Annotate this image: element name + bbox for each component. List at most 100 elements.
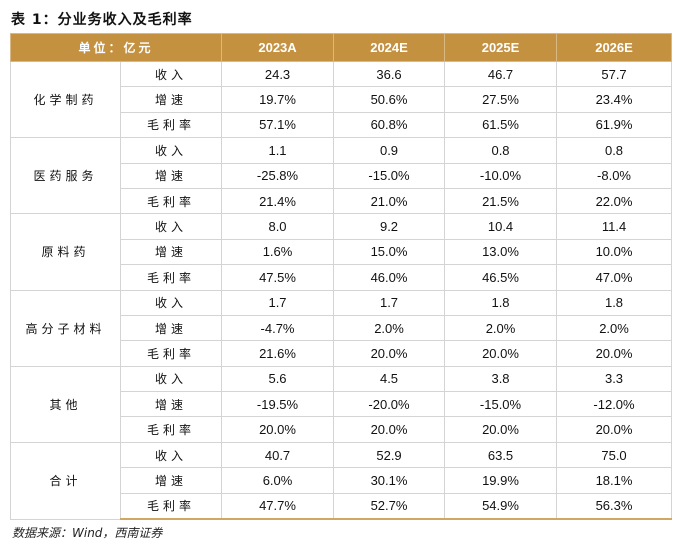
- table-row: 高分子材料 收入 1.7 1.7 1.8 1.8: [10, 289, 673, 367]
- table-row: 增速 -25.8% -15.0% -10.0% -8.0%: [11, 162, 673, 189]
- value-cell: 57.1%: [221, 111, 335, 139]
- table-row: 其他 收入 5.6 4.5 3.8 3.3: [10, 365, 673, 443]
- year-header: 2026E: [556, 33, 673, 62]
- value-cell: 54.9%: [444, 492, 558, 521]
- metric-label: 毛利率: [119, 492, 223, 521]
- table-row: 毛利率 47.5% 46.0% 46.5% 47.0%: [11, 264, 673, 291]
- value-cell: 20.0%: [221, 416, 335, 443]
- revenue-margin-table: 单位：亿元 2023A 2024E 2025E 2026E 化学制药 收入 24.3…: [9, 33, 673, 521]
- value-cell: 21.6%: [221, 340, 335, 367]
- table-row: 化学制药 收入 24.3 36.6 46.7 57.7: [10, 60, 673, 139]
- value-cell: -15.0%: [333, 162, 446, 189]
- value-cell: 20.0%: [333, 340, 446, 367]
- value-cell: 18.1%: [556, 467, 673, 494]
- value-cell: 61.9%: [556, 111, 673, 139]
- value-cell: -19.5%: [221, 391, 335, 418]
- value-cell: 46.5%: [444, 264, 558, 291]
- value-cell: 24.3: [221, 60, 335, 88]
- value-cell: 75.0: [556, 441, 673, 469]
- metric-label: 收入: [119, 289, 223, 316]
- metric-label: 收入: [119, 365, 223, 393]
- metric-label: 收入: [119, 213, 223, 240]
- value-cell: 8.0: [221, 213, 335, 240]
- value-cell: 63.5: [444, 441, 558, 469]
- value-cell: 52.7%: [333, 492, 446, 521]
- value-cell: 0.9: [333, 137, 446, 164]
- value-cell: 3.8: [444, 365, 558, 393]
- value-cell: 46.0%: [333, 264, 446, 291]
- value-cell: 47.5%: [221, 264, 335, 291]
- value-cell: 15.0%: [333, 238, 446, 266]
- segment-name: 原料药: [10, 213, 121, 291]
- metric-label: 毛利率: [119, 264, 223, 291]
- value-cell: 9.2: [333, 213, 446, 240]
- value-cell: 4.5: [333, 365, 446, 393]
- value-cell: 23.4%: [556, 86, 673, 113]
- table-row: 毛利率 47.7% 52.7% 54.9% 56.3%: [11, 492, 673, 521]
- value-cell: 1.8: [556, 289, 673, 316]
- segment-name: 合计: [10, 441, 121, 520]
- value-cell: -15.0%: [444, 391, 558, 418]
- table-row: 毛利率 21.4% 21.0% 21.5% 22.0%: [11, 187, 673, 215]
- table-row: 增速 1.6% 15.0% 13.0% 10.0%: [11, 238, 673, 266]
- segment-name: 化学制药: [10, 60, 121, 139]
- table-row: 毛利率 20.0% 20.0% 20.0% 20.0%: [11, 416, 673, 443]
- metric-label: 增速: [119, 86, 223, 113]
- value-cell: 2.0%: [444, 314, 558, 342]
- value-cell: 27.5%: [444, 86, 558, 113]
- metric-label: 收入: [119, 137, 223, 164]
- metric-label: 毛利率: [119, 340, 223, 367]
- value-cell: 47.0%: [556, 264, 673, 291]
- value-cell: 52.9: [333, 441, 446, 469]
- value-cell: 0.8: [556, 137, 673, 164]
- table-row: 毛利率 57.1% 60.8% 61.5% 61.9%: [11, 111, 673, 139]
- metric-label: 收入: [119, 441, 223, 469]
- value-cell: 1.1: [221, 137, 335, 164]
- value-cell: 3.3: [556, 365, 673, 393]
- table-row: 增速 19.7% 50.6% 27.5% 23.4%: [11, 86, 673, 113]
- metric-label: 毛利率: [119, 111, 223, 139]
- metric-label: 毛利率: [119, 416, 223, 443]
- value-cell: 30.1%: [333, 467, 446, 494]
- value-cell: -25.8%: [221, 162, 335, 189]
- value-cell: 61.5%: [444, 111, 558, 139]
- value-cell: 10.0%: [556, 238, 673, 266]
- value-cell: 19.7%: [221, 86, 335, 113]
- value-cell: 57.7: [556, 60, 673, 88]
- table-row: 医药服务 收入 1.1 0.9 0.8 0.8: [10, 137, 673, 215]
- metric-label: 收入: [119, 60, 223, 88]
- value-cell: 1.7: [221, 289, 335, 316]
- value-cell: 11.4: [556, 213, 673, 240]
- data-source: 数据来源：Wind，西南证券: [12, 526, 163, 540]
- value-cell: -4.7%: [221, 314, 335, 342]
- value-cell: 20.0%: [556, 340, 673, 367]
- value-cell: -20.0%: [333, 391, 446, 418]
- metric-label: 增速: [119, 162, 223, 189]
- metric-label: 增速: [119, 467, 223, 494]
- value-cell: 36.6: [333, 60, 446, 88]
- table-row: 原料药 收入 8.0 9.2 10.4 11.4: [10, 213, 673, 291]
- year-header: 2023A: [221, 33, 335, 62]
- metric-label: 毛利率: [119, 187, 223, 215]
- value-cell: 22.0%: [556, 187, 673, 215]
- segment-name: 医药服务: [10, 137, 121, 215]
- segment-name: 其他: [10, 365, 121, 443]
- metric-label: 增速: [119, 391, 223, 418]
- table-row: 合计 收入 40.7 52.9 63.5 75.0: [10, 441, 673, 520]
- header-row: 单位：亿元 2023A 2024E 2025E 2026E: [9, 33, 673, 62]
- value-cell: -8.0%: [556, 162, 673, 189]
- value-cell: 20.0%: [333, 416, 446, 443]
- table-caption: 表 1：分业务收入及毛利率: [11, 12, 193, 28]
- value-cell: 46.7: [444, 60, 558, 88]
- value-cell: 60.8%: [333, 111, 446, 139]
- value-cell: 1.6%: [221, 238, 335, 266]
- value-cell: 10.4: [444, 213, 558, 240]
- value-cell: 21.4%: [221, 187, 335, 215]
- value-cell: 2.0%: [556, 314, 673, 342]
- value-cell: 21.0%: [333, 187, 446, 215]
- value-cell: 50.6%: [333, 86, 446, 113]
- value-cell: 47.7%: [221, 492, 335, 521]
- metric-label: 增速: [119, 314, 223, 342]
- value-cell: 1.8: [444, 289, 558, 316]
- value-cell: 40.7: [221, 441, 335, 469]
